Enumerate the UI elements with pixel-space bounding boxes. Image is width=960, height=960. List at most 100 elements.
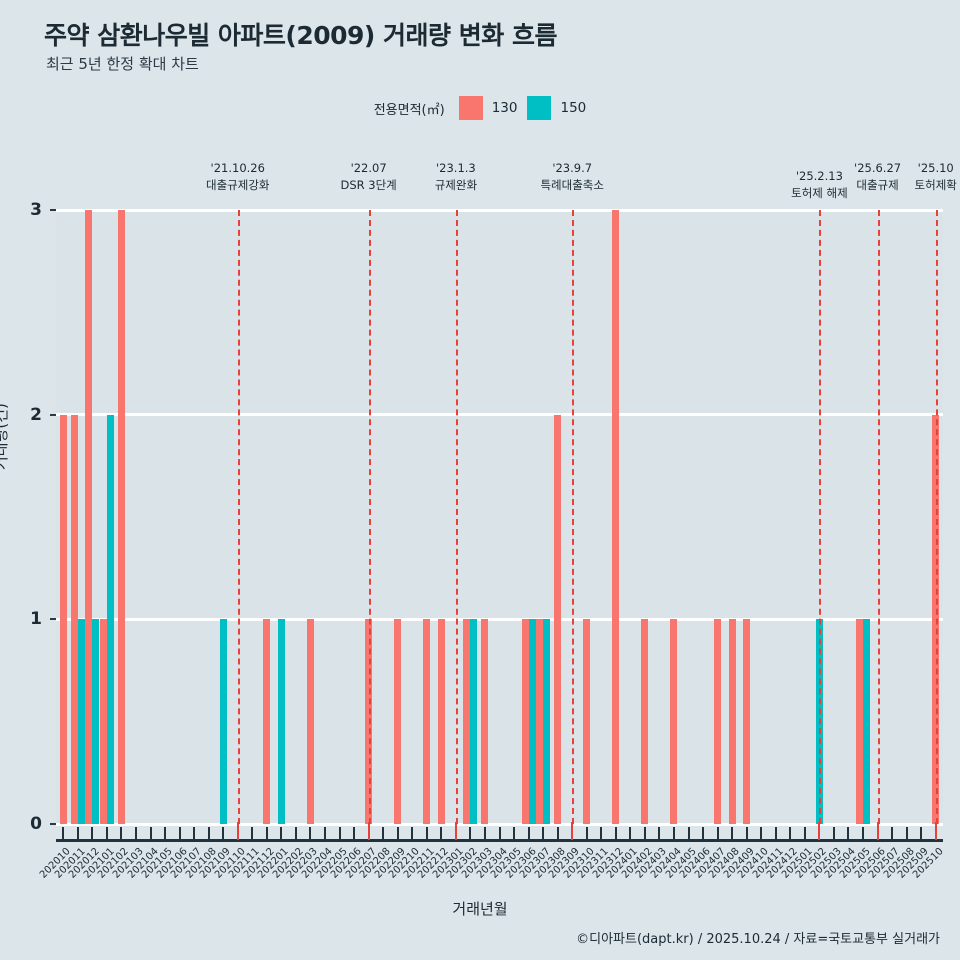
event-date-202110: '21.10.26 xyxy=(210,161,265,175)
x-tick-202506 xyxy=(876,822,879,840)
bar[interactable] xyxy=(219,619,227,824)
bar[interactable] xyxy=(612,210,620,824)
bar[interactable] xyxy=(463,619,471,824)
bar[interactable] xyxy=(536,619,544,824)
bar[interactable] xyxy=(99,619,107,824)
x-tick-202203 xyxy=(309,827,312,840)
bar[interactable] xyxy=(70,414,78,824)
x-tick-202205 xyxy=(338,827,341,840)
legend-swatch-150 xyxy=(527,96,552,120)
event-line-202207 xyxy=(368,210,371,824)
event-date-202309: '23.9.7 xyxy=(552,161,593,175)
x-tick-202409 xyxy=(745,827,748,840)
x-tick-202106 xyxy=(178,827,181,840)
bar[interactable] xyxy=(856,619,864,824)
bar[interactable] xyxy=(528,619,536,824)
x-tick-202308 xyxy=(556,827,559,840)
event-annotation-202301: '23.1.3 규제완화 xyxy=(435,160,477,193)
bar[interactable] xyxy=(670,619,678,824)
bar[interactable] xyxy=(277,619,285,824)
bar[interactable] xyxy=(117,210,125,824)
bar[interactable] xyxy=(77,619,85,824)
x-tick-202405 xyxy=(687,827,690,840)
bar[interactable] xyxy=(85,210,93,824)
x-tick-202504 xyxy=(847,827,850,840)
event-annotation-202506: '25.6.27 대출규제 xyxy=(854,160,901,193)
legend-item-130[interactable]: 130 xyxy=(458,96,518,120)
bar[interactable] xyxy=(423,619,431,824)
bar[interactable] xyxy=(863,619,871,824)
bar-series-container xyxy=(56,210,943,824)
x-tick-202505 xyxy=(862,827,865,840)
event-date-202510: '25.10 xyxy=(917,161,954,175)
legend: 전용면적(㎡) 130 150 xyxy=(0,96,960,120)
bar[interactable] xyxy=(106,414,114,824)
y-tick-label-3: 3 xyxy=(30,200,42,220)
event-line-202510 xyxy=(935,210,938,824)
bar[interactable] xyxy=(59,414,67,824)
x-tick-202501 xyxy=(803,827,806,840)
bar[interactable] xyxy=(306,619,314,824)
bar[interactable] xyxy=(394,619,402,824)
x-tick-202211 xyxy=(425,827,428,840)
x-tick-202207 xyxy=(367,822,370,840)
gridline-0 xyxy=(56,822,943,826)
x-tick-202204 xyxy=(324,827,326,840)
bar[interactable] xyxy=(437,619,445,824)
bar[interactable] xyxy=(263,619,271,824)
legend-label-150: 150 xyxy=(560,100,587,116)
legend-item-150[interactable]: 150 xyxy=(527,96,586,120)
x-tick-202209 xyxy=(396,827,399,840)
bar[interactable] xyxy=(554,414,562,824)
event-name-202301: 규제완화 xyxy=(434,177,478,192)
x-axis-label: 거래년월 xyxy=(452,900,508,918)
y-tick-label-2: 2 xyxy=(30,404,42,425)
x-tick-202407 xyxy=(716,827,719,840)
x-tick-202112 xyxy=(265,827,268,840)
event-line-202502 xyxy=(819,210,822,824)
x-tick-202103 xyxy=(134,827,137,840)
event-date-202502: '25.2.13 xyxy=(795,169,843,183)
x-tick-202406 xyxy=(702,827,705,840)
page-title: 주약 삼환나우빌 아파트(2009) 거래량 변화 흐름 xyxy=(44,21,557,50)
gridline-2 xyxy=(56,413,943,417)
bar[interactable] xyxy=(714,619,722,824)
x-tick-202101 xyxy=(105,827,108,840)
gridline-1 xyxy=(56,617,943,621)
x-tick-202307 xyxy=(542,827,545,840)
x-tick-202412 xyxy=(789,827,792,840)
x-tick-202201 xyxy=(280,827,283,840)
legend-swatch-130 xyxy=(458,96,483,120)
x-tick-202105 xyxy=(164,827,167,840)
bar[interactable] xyxy=(583,619,591,824)
x-tick-202212 xyxy=(440,827,443,840)
event-annotation-202510: '25.10 토허제확 xyxy=(915,160,957,193)
x-tick-202403 xyxy=(658,827,661,840)
bar[interactable] xyxy=(481,619,489,824)
x-tick-202404 xyxy=(672,827,675,840)
x-tick-202410 xyxy=(760,827,763,840)
y-tick-mark-0 xyxy=(50,823,56,825)
bar[interactable] xyxy=(543,619,551,824)
bar[interactable] xyxy=(641,619,649,824)
gridline-3 xyxy=(56,208,943,212)
bar[interactable] xyxy=(743,619,751,824)
event-name-202510: 토허제확 xyxy=(914,177,957,192)
x-tick-202111 xyxy=(251,827,254,840)
x-tick-202107 xyxy=(193,827,196,840)
page-subtitle: 최근 5년 한정 확대 차트 xyxy=(46,55,199,73)
bar[interactable] xyxy=(728,619,736,824)
plot-area xyxy=(56,208,943,826)
bar[interactable] xyxy=(92,619,100,824)
legend-title: 전용면적(㎡) xyxy=(373,102,445,118)
event-annotation-202502: '25.2.13 토허제 해제 xyxy=(791,168,848,201)
x-tick-202309 xyxy=(571,822,574,840)
bar[interactable] xyxy=(470,619,478,824)
event-date-202506: '25.6.27 xyxy=(854,161,902,175)
x-tick-202411 xyxy=(774,827,777,840)
y-tick-mark-1 xyxy=(50,618,56,621)
bar[interactable] xyxy=(521,619,529,824)
legend-label-130: 130 xyxy=(491,100,518,116)
x-tick-202509 xyxy=(920,827,923,840)
event-name-202207: DSR 3단계 xyxy=(340,177,397,192)
